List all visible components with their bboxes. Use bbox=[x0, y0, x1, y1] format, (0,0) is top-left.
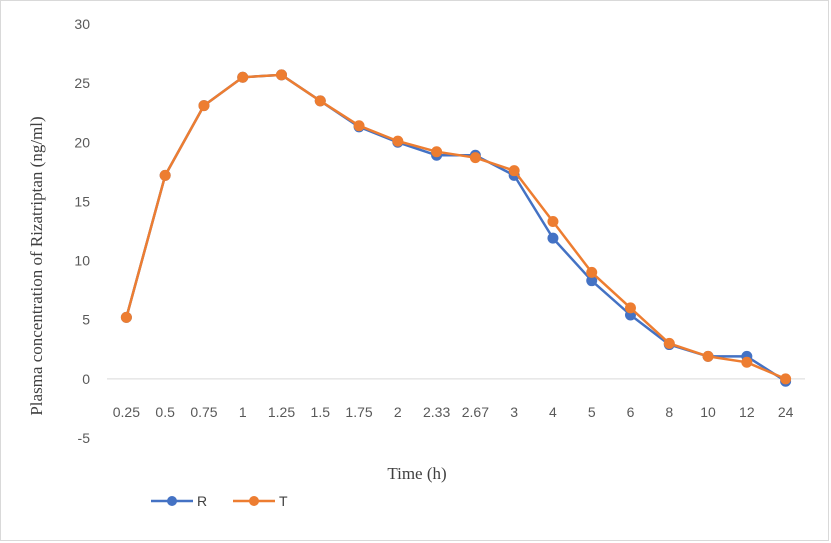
data-point-R bbox=[547, 232, 559, 244]
series-T bbox=[120, 69, 792, 385]
x-tick-label: 1.75 bbox=[345, 404, 372, 420]
data-point-T bbox=[780, 373, 792, 385]
x-axis-title: Time (h) bbox=[387, 464, 446, 483]
x-tick-label: 10 bbox=[700, 404, 716, 420]
series-line-T bbox=[125, 73, 787, 381]
data-point-T bbox=[663, 337, 675, 349]
y-tick-label: 15 bbox=[74, 193, 90, 209]
x-axis-ticks: 0.25 0.5 0.75 1 1.25 1.5 1.75 2 2.33 2.67 3 4 5 6 8 10 1… bbox=[113, 404, 794, 420]
data-point-T bbox=[120, 311, 132, 323]
data-point-T bbox=[702, 350, 714, 362]
legend-label-R: R bbox=[197, 493, 207, 509]
x-tick-label: 12 bbox=[739, 404, 755, 420]
data-point-T bbox=[547, 216, 559, 228]
x-tick-label: 6 bbox=[627, 404, 635, 420]
legend-item-R: R bbox=[151, 493, 207, 509]
legend-label-T: T bbox=[279, 493, 288, 509]
x-tick-label: 8 bbox=[665, 404, 673, 420]
data-point-T bbox=[159, 169, 171, 181]
y-tick-label: 5 bbox=[82, 312, 90, 328]
x-tick-label: 1 bbox=[239, 404, 247, 420]
x-tick-label: 4 bbox=[549, 404, 557, 420]
legend-marker-R bbox=[167, 496, 177, 506]
y-tick-label: -5 bbox=[78, 430, 91, 446]
data-point-T bbox=[469, 152, 481, 164]
data-point-T bbox=[741, 356, 753, 368]
x-tick-label: 0.25 bbox=[113, 404, 140, 420]
data-point-T bbox=[276, 69, 287, 81]
series-R bbox=[120, 69, 792, 387]
x-tick-label: 24 bbox=[778, 404, 794, 420]
x-tick-label: 1.25 bbox=[268, 404, 295, 420]
y-axis-title: Plasma concentration of Rizatriptan (ng/… bbox=[27, 116, 46, 415]
legend-item-T: T bbox=[233, 493, 288, 509]
data-point-T bbox=[198, 100, 210, 112]
data-point-T bbox=[625, 302, 636, 314]
x-tick-label: 0.5 bbox=[155, 404, 175, 420]
data-point-T bbox=[392, 135, 404, 147]
y-tick-label: 25 bbox=[74, 75, 90, 91]
data-point-T bbox=[353, 120, 365, 132]
x-tick-label: 1.5 bbox=[311, 404, 331, 420]
data-point-T bbox=[431, 146, 443, 158]
y-tick-label: 0 bbox=[82, 371, 90, 387]
y-tick-label: 20 bbox=[74, 134, 90, 150]
legend-marker-T bbox=[249, 496, 259, 506]
x-tick-label: 2.33 bbox=[423, 404, 450, 420]
data-point-T bbox=[586, 266, 598, 278]
y-tick-label: 10 bbox=[74, 253, 90, 269]
y-tick-label: 30 bbox=[74, 16, 90, 32]
y-axis-ticks: -5 0 5 10 15 20 25 30 bbox=[74, 16, 90, 446]
series-group bbox=[120, 69, 792, 387]
data-point-T bbox=[237, 71, 249, 83]
x-tick-label: 2.67 bbox=[462, 404, 489, 420]
x-tick-label: 2 bbox=[394, 404, 402, 420]
x-tick-label: 5 bbox=[588, 404, 596, 420]
x-tick-label: 3 bbox=[510, 404, 518, 420]
x-tick-label: 0.75 bbox=[190, 404, 217, 420]
series-line-R bbox=[125, 73, 787, 383]
data-point-T bbox=[508, 165, 520, 177]
data-point-T bbox=[314, 95, 326, 107]
